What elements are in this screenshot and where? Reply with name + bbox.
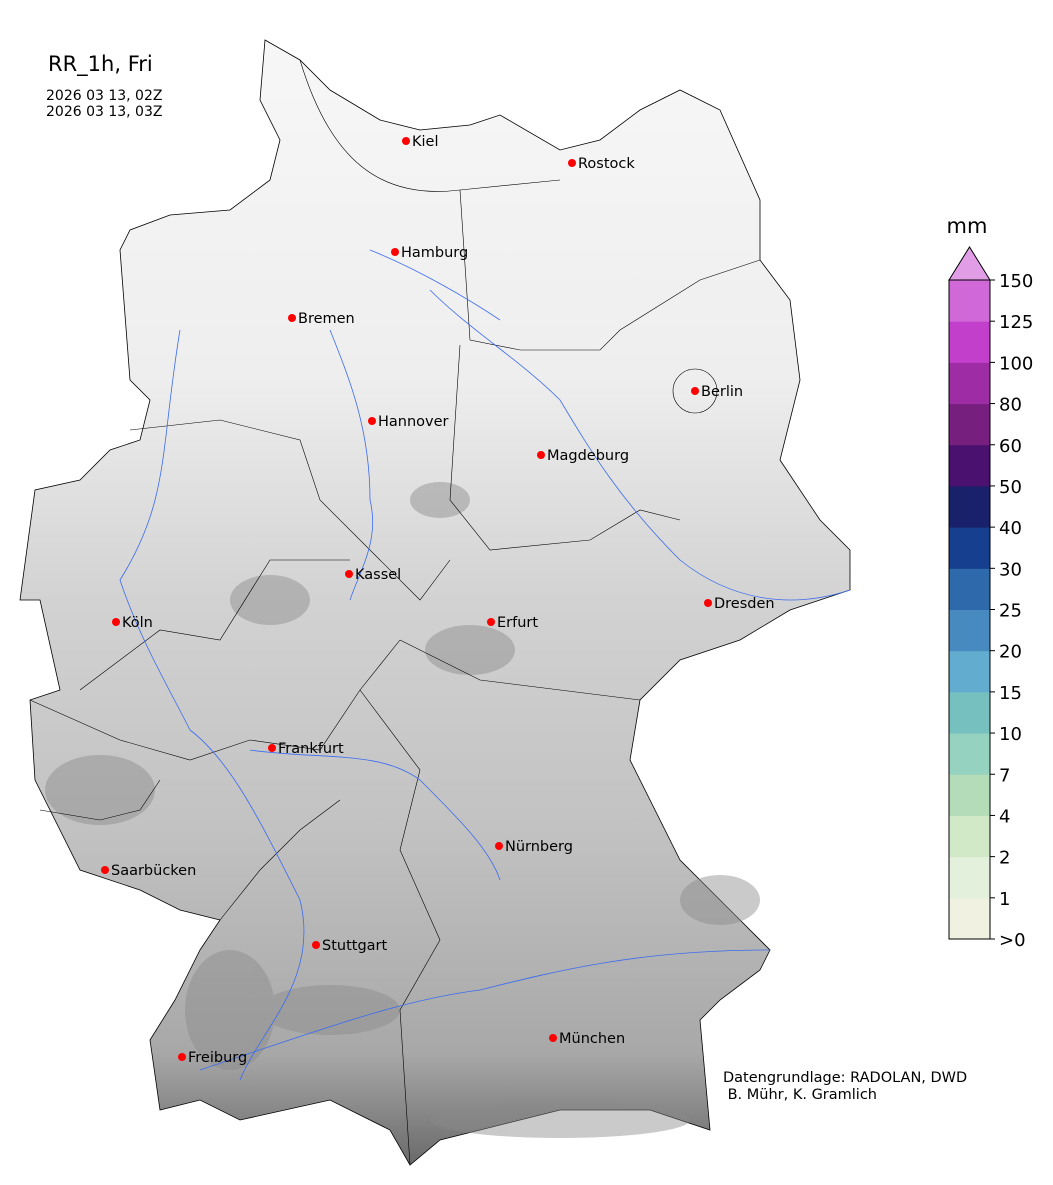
colorbar-tick-label: 1 <box>999 889 1010 910</box>
colorbar-tick-label: 60 <box>999 436 1022 457</box>
city-frankfurt: Frankfurt <box>268 741 344 757</box>
city-label: Berlin <box>701 384 743 400</box>
colorbar-tick-label: 150 <box>999 271 1033 292</box>
colorbar-tick-label: 50 <box>999 477 1022 498</box>
colorbar-segment <box>949 362 990 405</box>
city-marker-icon <box>288 314 296 322</box>
city-markers: Kiel Rostock Hamburg Bremen Berlin Hannover Ma… <box>101 134 775 1066</box>
city-marker-icon <box>178 1053 186 1061</box>
colorbar-tick-label: 25 <box>999 601 1022 622</box>
city-stuttgart: Stuttgart <box>312 938 388 954</box>
city-berlin: Berlin <box>691 384 743 400</box>
city-label: Stuttgart <box>322 938 388 954</box>
germany-outline <box>19 39 851 1166</box>
colorbar-tick-label: >0 <box>999 930 1026 951</box>
city-marker-icon <box>568 159 576 167</box>
city-label: Kassel <box>355 567 401 583</box>
city-freiburg: Freiburg <box>178 1050 247 1066</box>
city-saarbücken: Saarbücken <box>101 863 196 879</box>
colorbar-tick-label: 4 <box>999 806 1010 827</box>
city-marker-icon <box>691 387 699 395</box>
time-end: 2026 03 13, 03Z <box>46 104 163 120</box>
colorbar-segment <box>949 527 990 569</box>
city-label: Magdeburg <box>547 448 629 464</box>
city-kiel: Kiel <box>402 134 439 150</box>
city-erfurt: Erfurt <box>487 615 538 631</box>
city-münchen: München <box>549 1031 625 1047</box>
rivers <box>119 249 851 1081</box>
state-borders <box>29 59 761 1166</box>
colorbar-tick-label: 15 <box>999 683 1022 704</box>
colorbar-segment <box>949 403 990 446</box>
city-marker-icon <box>402 137 410 145</box>
city-label: München <box>559 1031 625 1047</box>
city-marker-icon <box>549 1034 557 1042</box>
city-marker-icon <box>345 570 353 578</box>
city-label: Bremen <box>298 311 355 327</box>
colorbar-segment <box>949 774 990 816</box>
city-hamburg: Hamburg <box>391 245 468 261</box>
city-magdeburg: Magdeburg <box>537 448 629 464</box>
city-marker-icon <box>704 599 712 607</box>
colorbar-tick-label: 40 <box>999 518 1022 539</box>
city-label: Kiel <box>412 134 439 150</box>
time-start: 2026 03 13, 02Z <box>46 88 163 104</box>
colorbar-segment <box>949 691 990 734</box>
colorbar-segment <box>949 856 990 899</box>
city-label: Dresden <box>714 596 775 612</box>
colorbar-segment <box>949 568 990 610</box>
colorbar-tick-label: 100 <box>999 353 1033 374</box>
city-dresden: Dresden <box>704 596 775 612</box>
colorbar-segment <box>949 485 990 528</box>
city-marker-icon <box>312 941 320 949</box>
city-label: Freiburg <box>188 1050 247 1066</box>
colorbar-tick-label: 10 <box>999 724 1022 745</box>
map-title: RR_1h, Fri <box>48 52 153 76</box>
city-label: Rostock <box>578 156 635 172</box>
colorbar-tick-label: 7 <box>999 765 1010 786</box>
city-kassel: Kassel <box>345 567 401 583</box>
city-bremen: Bremen <box>288 311 355 327</box>
city-label: Nürnberg <box>505 839 573 855</box>
colorbar-extend-arrow <box>948 246 991 281</box>
colorbar-segment <box>949 321 990 363</box>
city-köln: Köln <box>112 615 153 631</box>
city-marker-icon <box>487 618 495 626</box>
colorbar-segment <box>949 897 990 940</box>
city-label: Erfurt <box>497 615 538 631</box>
city-marker-icon <box>537 451 545 459</box>
credit-source: Datengrundlage: RADOLAN, DWD <box>723 1070 968 1086</box>
city-marker-icon <box>495 842 503 850</box>
city-rostock: Rostock <box>568 156 635 172</box>
colorbar-tick-label: 2 <box>999 848 1010 869</box>
colorbar-segment <box>949 650 990 693</box>
credit-authors: B. Mühr, K. Gramlich <box>723 1087 877 1103</box>
city-label: Hamburg <box>401 245 468 261</box>
colorbar: mm >0 1 2 4 7 10 15 20 25 30 40 50 60 80 100 125 150 <box>947 214 1034 951</box>
colorbar-tick-label: 30 <box>999 559 1022 580</box>
colorbar-unit: mm <box>947 214 988 238</box>
city-marker-icon <box>101 866 109 874</box>
city-label: Köln <box>122 615 153 631</box>
colorbar-tick-label: 20 <box>999 642 1022 663</box>
colorbar-segment <box>949 444 990 487</box>
city-marker-icon <box>368 417 376 425</box>
city-nürnberg: Nürnberg <box>495 839 573 855</box>
colorbar-tick-label: 125 <box>999 312 1033 333</box>
colorbar-segment <box>949 815 990 858</box>
colorbar-segment <box>949 733 990 775</box>
city-label: Saarbücken <box>111 863 196 879</box>
colorbar-tick-label: 80 <box>999 395 1022 416</box>
colorbar-segment <box>949 280 990 322</box>
city-hannover: Hannover <box>368 414 449 430</box>
city-marker-icon <box>112 618 120 626</box>
city-marker-icon <box>268 744 276 752</box>
city-label: Hannover <box>378 414 449 430</box>
colorbar-segment <box>949 609 990 652</box>
terrain-highlands <box>45 482 760 1138</box>
city-marker-icon <box>391 248 399 256</box>
city-label: Frankfurt <box>278 741 344 757</box>
